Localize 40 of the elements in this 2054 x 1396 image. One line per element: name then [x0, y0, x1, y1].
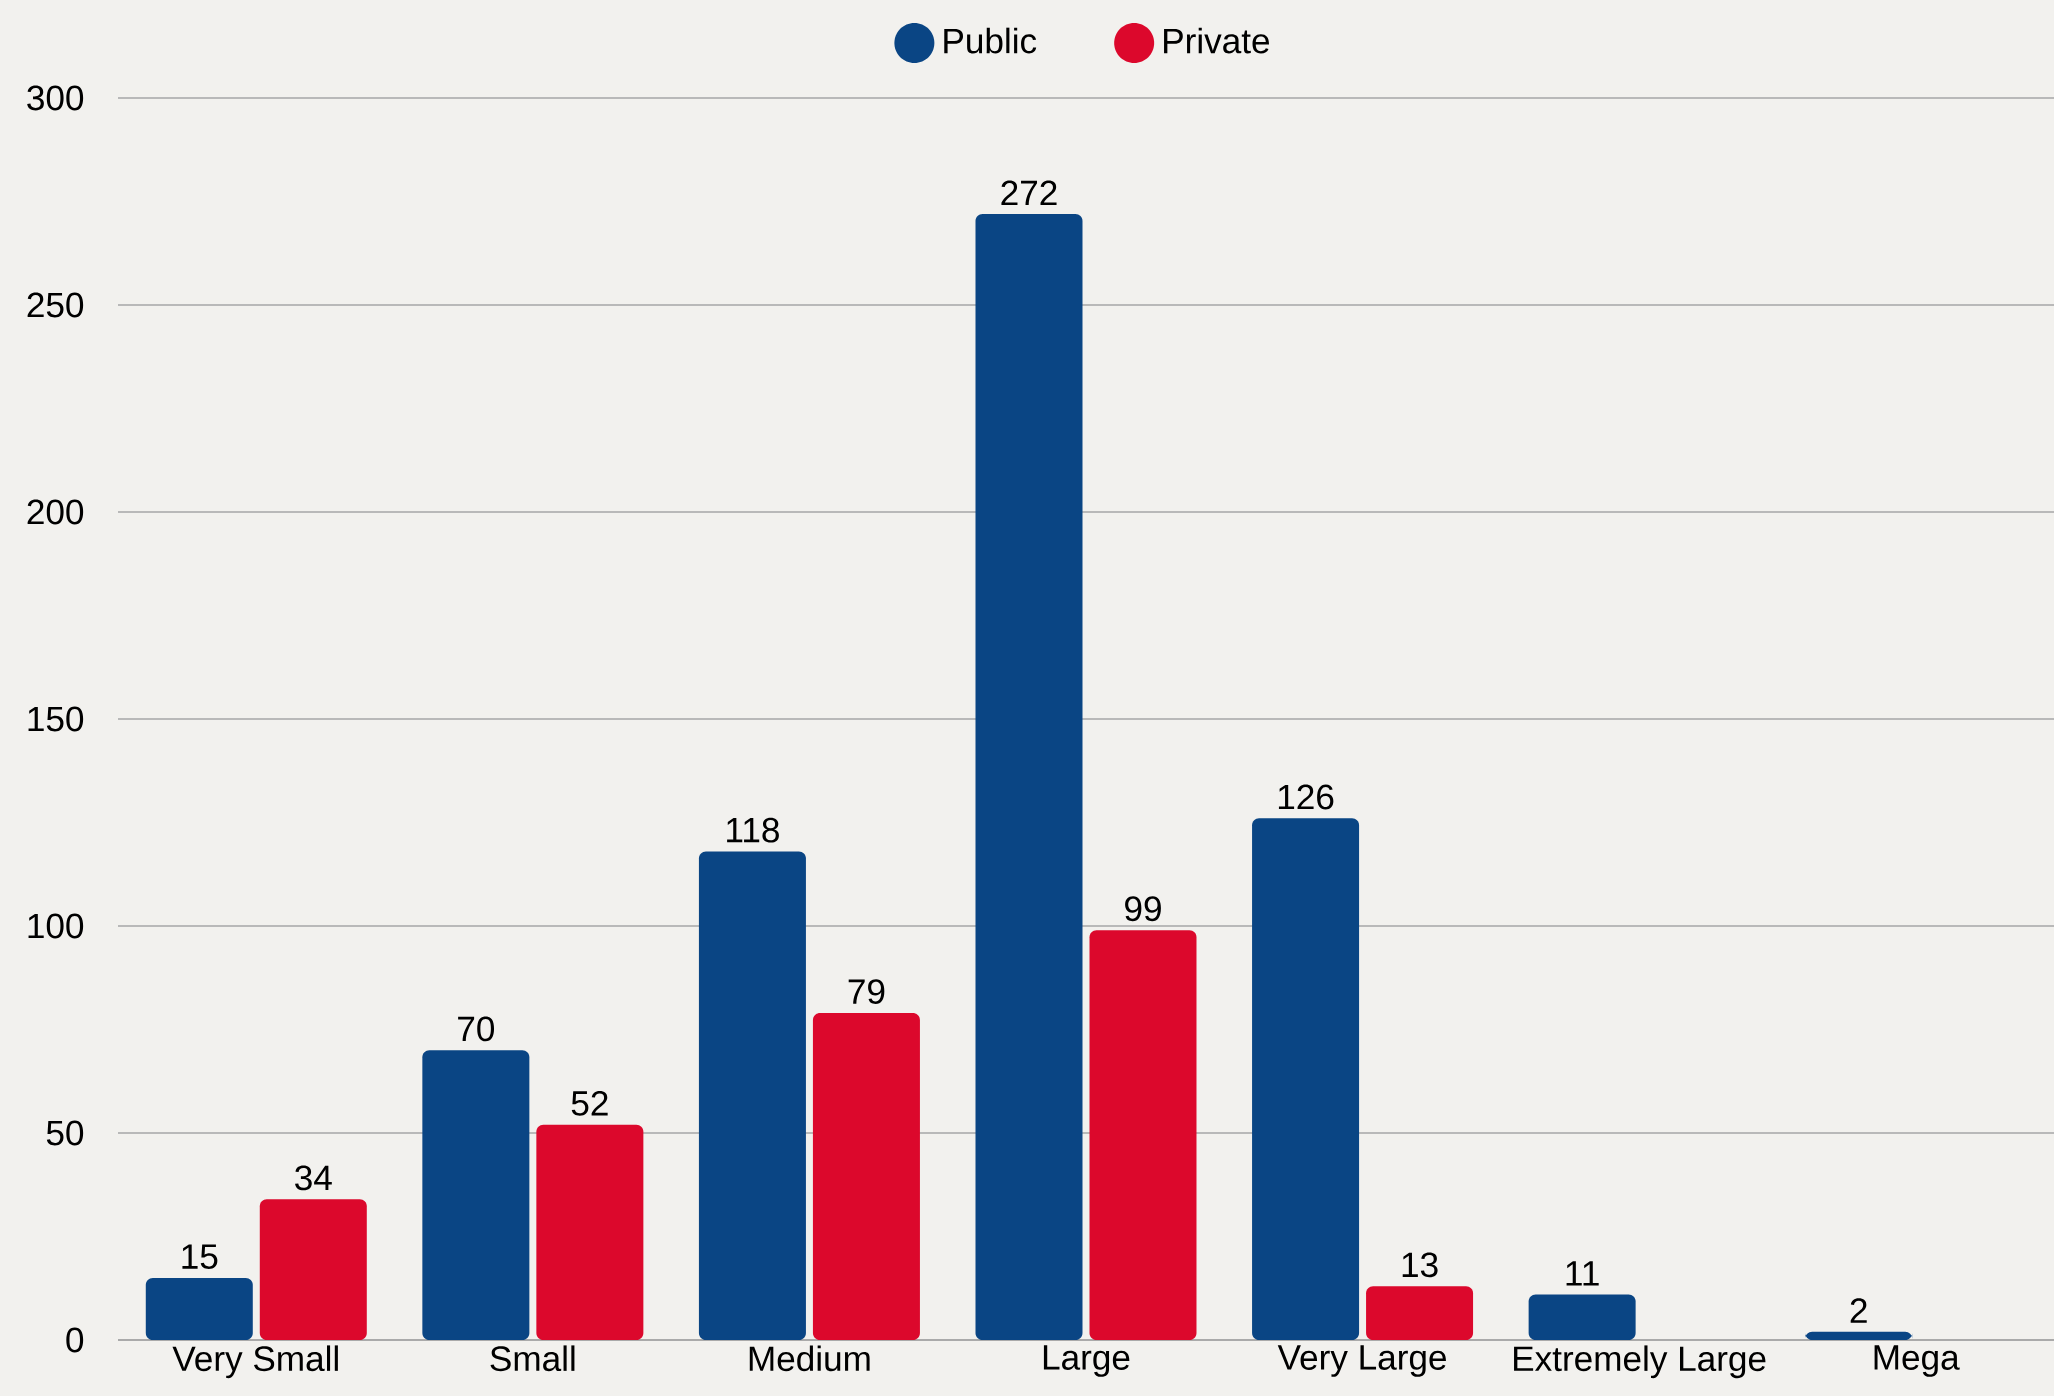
data-label: 2 — [1850, 1298, 1867, 1323]
data-label: 79 — [848, 979, 885, 1005]
data-label: 70 — [458, 1016, 495, 1042]
bar — [975, 213, 1083, 1341]
bar — [145, 1277, 253, 1341]
y-tick-label: 100 — [28, 913, 84, 939]
bar — [1805, 1331, 1913, 1341]
data-label: 34 — [295, 1165, 332, 1191]
bar — [422, 1050, 530, 1341]
bar — [259, 1199, 367, 1341]
y-tick-label: 150 — [28, 706, 84, 732]
x-tick-label: Extremely Large — [1514, 1345, 1766, 1379]
bar — [812, 1012, 920, 1341]
bar — [1252, 818, 1360, 1341]
bar — [1366, 1286, 1474, 1341]
data-label: 272 — [1001, 180, 1057, 206]
bar — [1089, 930, 1197, 1341]
x-tick-label: Mega — [1874, 1345, 1960, 1377]
data-label: 118 — [727, 817, 779, 843]
data-label: 126 — [1278, 784, 1334, 810]
y-tick-label: 0 — [66, 1327, 84, 1353]
x-tick-label: Very Small — [172, 1345, 338, 1379]
legend-label: Public — [944, 27, 1037, 54]
bar — [536, 1124, 644, 1341]
y-tick-label: 250 — [27, 292, 84, 318]
legend-label: Private — [1164, 27, 1269, 54]
x-tick-label: Very Large — [1277, 1345, 1446, 1377]
bar — [698, 851, 806, 1341]
data-label: 52 — [571, 1090, 608, 1116]
y-tick-label: 50 — [46, 1120, 84, 1146]
bar — [1528, 1294, 1636, 1341]
data-label: 13 — [1402, 1252, 1438, 1278]
x-tick-label: Large — [1043, 1345, 1130, 1377]
x-tick-label: Medium — [749, 1345, 870, 1372]
data-label: 11 — [1566, 1261, 1599, 1286]
x-tick-label: Small — [490, 1345, 575, 1372]
y-tick-label: 200 — [27, 499, 84, 525]
data-label: 99 — [1125, 896, 1161, 922]
data-label: 15 — [182, 1244, 218, 1269]
y-tick-label: 300 — [27, 85, 84, 111]
